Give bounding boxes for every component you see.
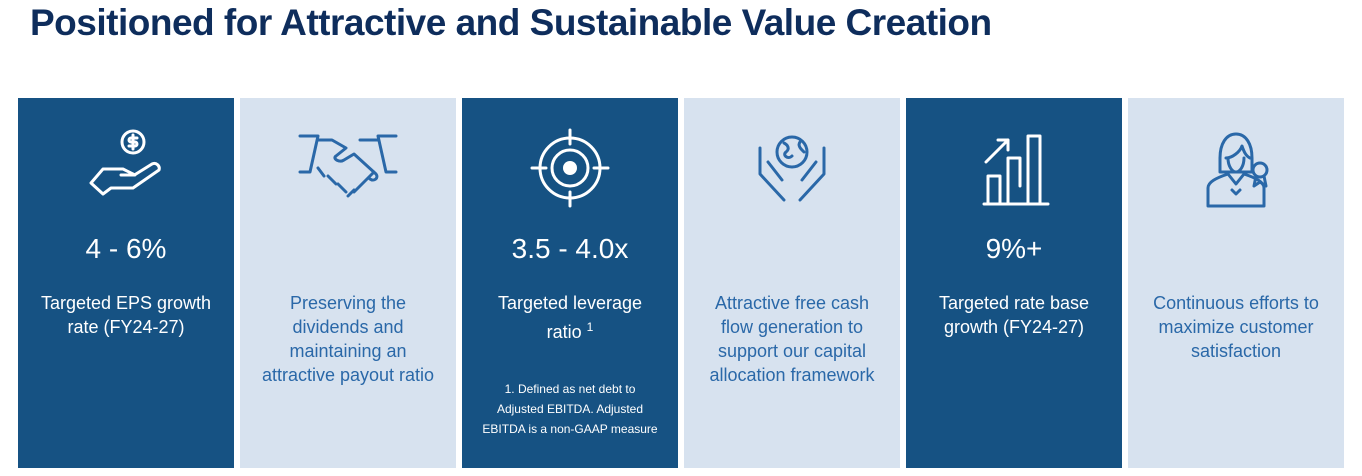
card: Continuous efforts to maximize customer … — [1128, 98, 1344, 468]
label: Targeted EPS growth rate (FY24-27) — [40, 293, 212, 337]
superscript: 1 — [586, 320, 594, 334]
card: Preserving the dividends and maintaining… — [240, 98, 456, 468]
label: Attractive free cash flow generation to … — [709, 293, 875, 385]
metric: 3.5 - 4.0x — [511, 233, 629, 264]
icon — [530, 128, 610, 208]
card: 3.5 - 4.0x Targeted leverage ratio 1 1. … — [462, 98, 678, 468]
label-text: Targeted leverage ratio — [497, 293, 643, 342]
metric: 9%+ — [985, 233, 1043, 264]
icon — [89, 129, 161, 196]
icon — [758, 135, 826, 202]
footnote: 1. Defined as net debt to Adjusted EBITD… — [482, 382, 658, 436]
label: Targeted leverage ratio 1 — [480, 291, 660, 344]
card: Attractive free cash flow generation to … — [684, 98, 900, 468]
card: 9%+ Targeted rate base growth (FY24-27) — [906, 98, 1122, 468]
icon — [982, 134, 1050, 206]
label: Targeted rate base growth (FY24-27) — [938, 293, 1090, 337]
title: Positioned for Attractive and Sustainabl… — [30, 2, 992, 43]
metric: 4 - 6% — [85, 233, 167, 264]
icon — [298, 134, 398, 198]
card: 4 - 6% Targeted EPS growth rate (FY24-27… — [18, 98, 234, 468]
label: Continuous efforts to maximize customer … — [1153, 293, 1319, 361]
label: Preserving the dividends and maintaining… — [261, 293, 435, 385]
icon — [1206, 132, 1269, 208]
